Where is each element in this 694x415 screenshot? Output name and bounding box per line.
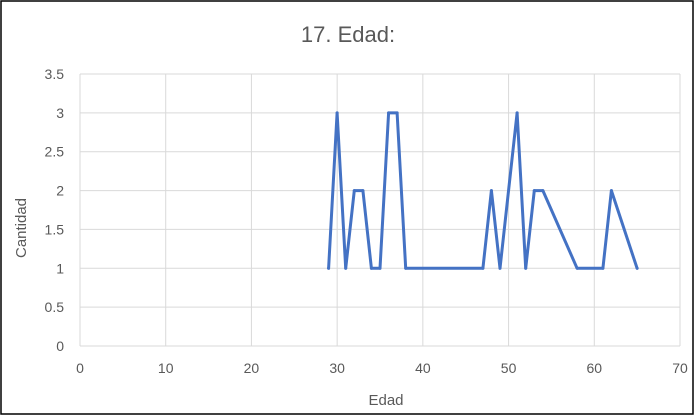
x-tick-label: 50: [501, 360, 517, 376]
data-point: [344, 266, 348, 270]
data-point: [489, 189, 493, 193]
x-tick-label: 70: [672, 360, 688, 376]
y-axis-ticks: 0 0.5 1 1.5 2 2.5 3 3.5: [45, 66, 65, 354]
y-tick-label: 2.5: [45, 144, 65, 160]
data-point: [575, 266, 579, 270]
data-point: [361, 189, 365, 193]
series-layer: [327, 111, 639, 270]
data-point: [335, 111, 339, 115]
chart-title: 17. Edad:: [301, 22, 395, 47]
x-tick-label: 10: [158, 360, 174, 376]
data-point: [395, 111, 399, 115]
data-point: [327, 266, 331, 270]
x-tick-label: 20: [244, 360, 260, 376]
x-tick-label: 0: [76, 360, 84, 376]
x-tick-label: 60: [586, 360, 602, 376]
data-point: [524, 266, 528, 270]
x-tick-label: 40: [415, 360, 431, 376]
y-tick-label: 3.5: [45, 66, 65, 82]
data-point: [352, 189, 356, 193]
data-point: [378, 266, 382, 270]
x-axis-label: Edad: [368, 392, 403, 409]
data-point: [498, 266, 502, 270]
y-tick-label: 2: [56, 183, 64, 199]
data-point: [609, 189, 613, 193]
data-point: [515, 111, 519, 115]
data-point: [532, 189, 536, 193]
y-tick-label: 1: [56, 260, 64, 276]
y-tick-label: 1.5: [45, 221, 65, 237]
data-point: [481, 266, 485, 270]
y-axis-label: Cantidad: [13, 198, 30, 258]
x-tick-label: 30: [329, 360, 345, 376]
data-point: [601, 266, 605, 270]
data-point: [541, 189, 545, 193]
y-tick-label: 0: [56, 338, 64, 354]
data-point: [635, 266, 639, 270]
y-tick-label: 0.5: [45, 299, 65, 315]
data-point: [369, 266, 373, 270]
y-tick-label: 3: [56, 105, 64, 121]
data-point: [387, 111, 391, 115]
x-axis-ticks: 0 10 20 30 40 50 60 70: [76, 360, 688, 376]
data-point: [404, 266, 408, 270]
